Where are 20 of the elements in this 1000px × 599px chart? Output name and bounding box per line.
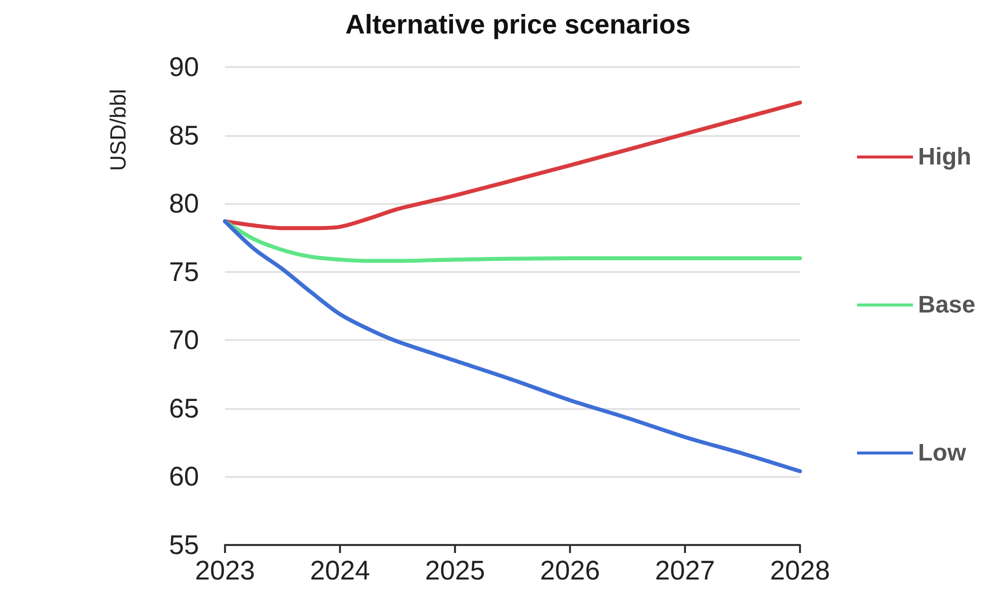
- legend-label: Base: [918, 292, 976, 318]
- legend-label: Low: [918, 440, 966, 466]
- y-tick-label: 80: [168, 188, 199, 219]
- x-tick-label: 2025: [424, 556, 486, 586]
- y-tick-label: 60: [168, 462, 199, 492]
- y-tick-label: 75: [168, 256, 199, 287]
- y-tick-label: 65: [168, 393, 199, 424]
- y-tick-label: 85: [168, 120, 199, 150]
- line-series: [223, 219, 802, 263]
- line-series: [223, 219, 802, 474]
- y-tick-label: 70: [168, 325, 199, 356]
- chart-title: Alternative price scenarios: [345, 10, 691, 40]
- x-tick-label: 2024: [310, 556, 370, 586]
- x-tick-label: 2026: [540, 556, 600, 586]
- x-tick-label: 2028: [770, 556, 830, 586]
- x-tick-label: 2027: [654, 556, 716, 586]
- legend-label: High: [918, 144, 972, 170]
- y-axis-title: USD/bbl: [106, 89, 130, 171]
- line-series: [223, 100, 802, 230]
- y-tick-label: 90: [168, 52, 199, 82]
